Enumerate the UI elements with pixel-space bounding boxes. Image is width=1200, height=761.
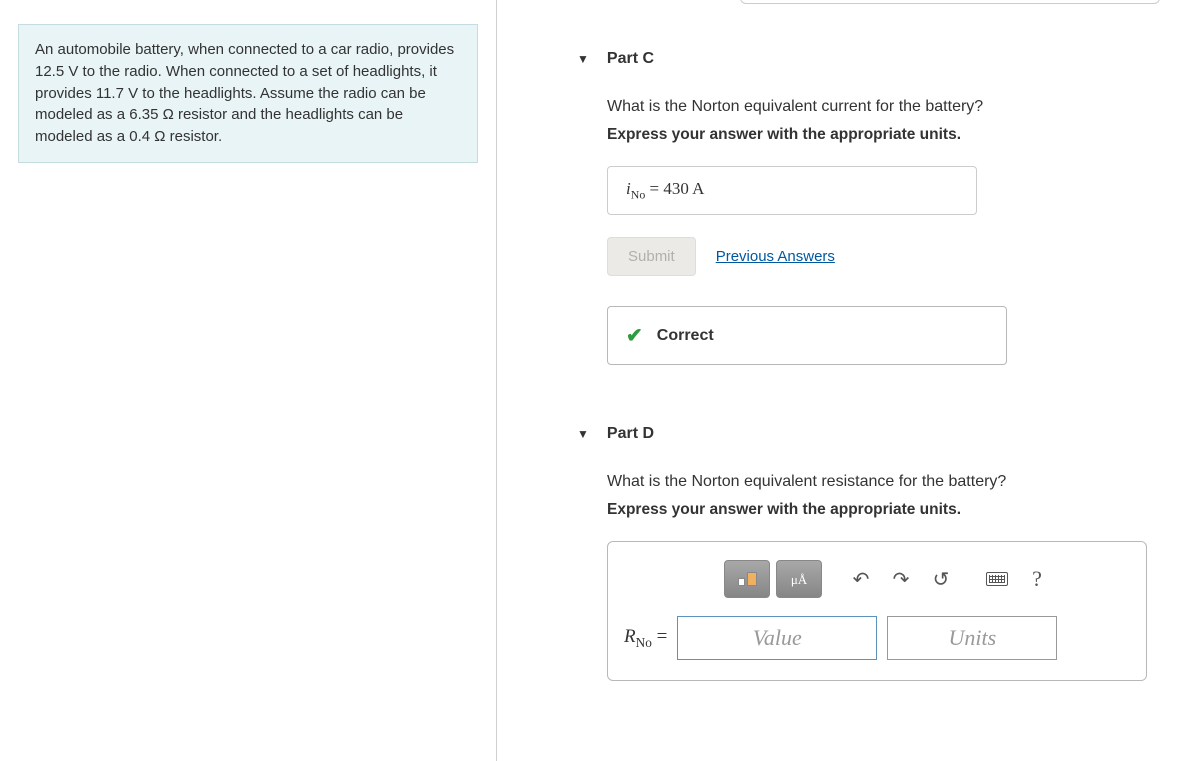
keyboard-icon[interactable] (980, 562, 1014, 596)
help-icon[interactable]: ? (1020, 562, 1054, 596)
part-d-instruction: Express your answer with the appropriate… (607, 501, 1150, 519)
feedback-text: Correct (657, 327, 714, 345)
part-c-label: Part C (607, 50, 654, 68)
part-c-instruction: Express your answer with the appropriate… (607, 126, 1150, 144)
previous-answers-link[interactable]: Previous Answers (716, 248, 835, 265)
value-input[interactable]: Value (677, 616, 877, 660)
answer-entry-panel: ↶ ↷ ↺ ? RNo = Value Units (607, 541, 1147, 681)
part-d-header[interactable]: ▼ Part D (577, 425, 1180, 443)
feedback-correct: ✔ Correct (607, 306, 1007, 365)
part-c-question: What is the Norton equivalent current fo… (607, 98, 1150, 116)
answer-toolbar: ↶ ↷ ↺ ? (724, 560, 1130, 598)
part-c-header[interactable]: ▼ Part C (577, 50, 1180, 68)
problem-statement: An automobile battery, when connected to… (18, 24, 478, 163)
part-d-question: What is the Norton equivalent resistance… (607, 473, 1150, 491)
undo-icon[interactable]: ↶ (844, 562, 878, 596)
caret-down-icon: ▼ (577, 427, 589, 441)
units-input[interactable]: Units (887, 616, 1057, 660)
check-icon: ✔ (626, 323, 643, 348)
part-d-label: Part D (607, 425, 654, 443)
collapsed-prev-part (740, 0, 1160, 4)
reset-icon[interactable]: ↺ (924, 562, 958, 596)
units-picker-icon[interactable] (776, 560, 822, 598)
part-c-answer: iNo = 430 A (607, 166, 977, 215)
caret-down-icon: ▼ (577, 52, 589, 66)
redo-icon[interactable]: ↷ (884, 562, 918, 596)
templates-icon[interactable] (724, 560, 770, 598)
part-d-lhs: RNo = (624, 626, 667, 651)
submit-button: Submit (607, 237, 696, 276)
